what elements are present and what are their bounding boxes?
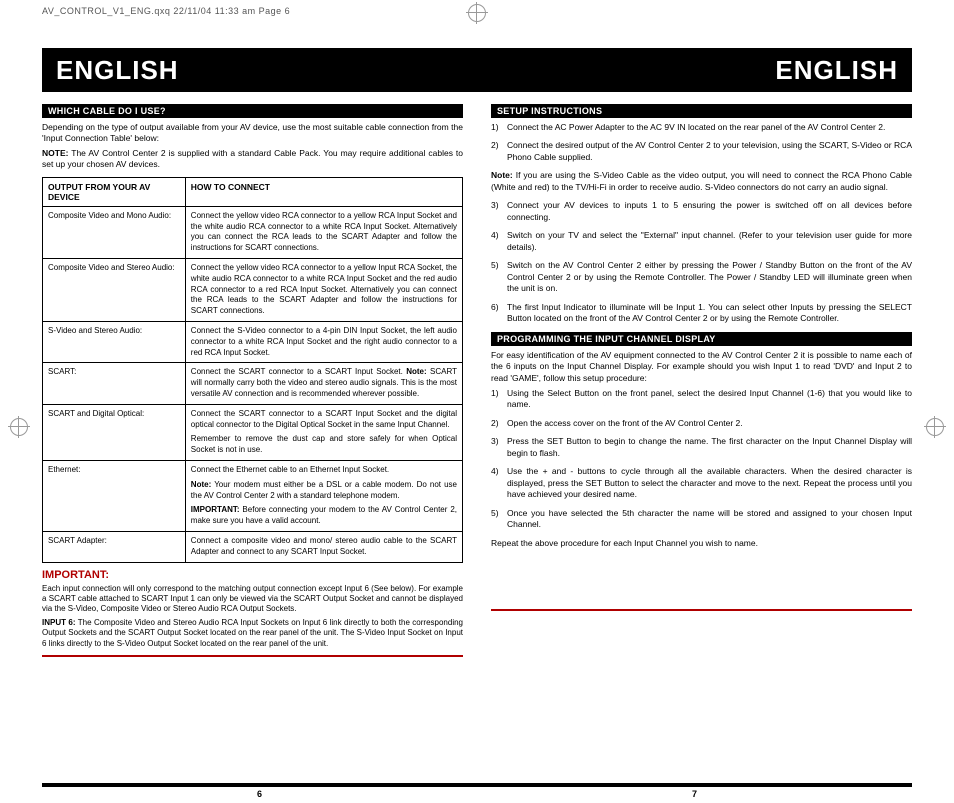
intro-text: Depending on the type of output availabl… [42, 122, 463, 145]
page-numbers: 6 7 [42, 789, 912, 799]
prog-step: Use the + and - buttons to cycle through… [491, 466, 912, 500]
table-cell-output: SCART Adapter: [43, 532, 186, 563]
prog-step: Once you have selected the 5th character… [491, 508, 912, 531]
crop-mark-right [926, 418, 944, 436]
important-heading: IMPORTANT: [42, 569, 463, 581]
prog-intro: For easy identification of the AV equipm… [491, 350, 912, 384]
title-left: ENGLISH [56, 55, 179, 86]
title-band: ENGLISH ENGLISH [42, 48, 912, 92]
setup-step: Connect your AV devices to inputs 1 to 5… [491, 200, 912, 223]
table-row: S-Video and Stereo Audio:Connect the S-V… [43, 322, 463, 363]
setup-step: The first Input Indicator to illuminate … [491, 302, 912, 325]
section-which-cable: WHICH CABLE DO I USE? [42, 104, 463, 118]
table-cell-howto: Connect the S-Video connector to a 4-pin… [185, 322, 462, 363]
prog-outro: Repeat the above procedure for each Inpu… [491, 538, 912, 549]
table-cell-output: Composite Video and Mono Audio: [43, 206, 186, 258]
page: AV_CONTROL_V1_ENG.qxq 22/11/04 11:33 am … [0, 0, 954, 803]
content-area: WHICH CABLE DO I USE? Depending on the t… [42, 102, 912, 773]
table-row: Ethernet:Connect the Ethernet cable to a… [43, 461, 463, 532]
right-column: SETUP INSTRUCTIONS Connect the AC Power … [491, 102, 912, 773]
title-right: ENGLISH [775, 55, 898, 86]
table-header-howto: HOW TO CONNECT [185, 177, 462, 206]
note-text: NOTE: The AV Control Center 2 is supplie… [42, 148, 463, 171]
table-cell-howto: Connect the SCART connector to a SCART I… [185, 404, 462, 460]
prog-steps: Using the Select Button on the front pan… [491, 388, 912, 531]
table-cell-howto: Connect the SCART connector to a SCART I… [185, 363, 462, 404]
file-header: AV_CONTROL_V1_ENG.qxq 22/11/04 11:33 am … [42, 6, 290, 16]
prog-step: Using the Select Button on the front pan… [491, 388, 912, 411]
prog-step: Press the SET Button to begin to change … [491, 436, 912, 459]
table-cell-howto: Connect the yellow video RCA connector t… [185, 259, 462, 322]
page-num-left: 6 [42, 789, 477, 799]
table-row: SCART:Connect the SCART connector to a S… [43, 363, 463, 404]
red-rule-right [491, 609, 912, 611]
prog-step: Open the access cover on the front of th… [491, 418, 912, 429]
important-p2: INPUT 6: The Composite Video and Stereo … [42, 618, 463, 649]
setup-step: Connect the desired output of the AV Con… [491, 140, 912, 163]
table-row: SCART and Digital Optical:Connect the SC… [43, 404, 463, 460]
setup-step: Connect the AC Power Adapter to the AC 9… [491, 122, 912, 133]
table-cell-output: SCART and Digital Optical: [43, 404, 186, 460]
page-num-right: 7 [477, 789, 912, 799]
setup-steps: Connect the AC Power Adapter to the AC 9… [491, 122, 912, 325]
table-row: Composite Video and Stereo Audio:Connect… [43, 259, 463, 322]
table-row: Composite Video and Mono Audio:Connect t… [43, 206, 463, 258]
footer-band [42, 783, 912, 787]
table-cell-output: Composite Video and Stereo Audio: [43, 259, 186, 322]
table-row: SCART Adapter:Connect a composite video … [43, 532, 463, 563]
table-cell-howto: Connect the Ethernet cable to an Etherne… [185, 461, 462, 532]
table-cell-output: SCART: [43, 363, 186, 404]
table-cell-howto: Connect the yellow video RCA connector t… [185, 206, 462, 258]
setup-note: Note: If you are using the S-Video Cable… [491, 170, 912, 193]
section-setup: SETUP INSTRUCTIONS [491, 104, 912, 118]
section-programming: PROGRAMMING THE INPUT CHANNEL DISPLAY [491, 332, 912, 346]
left-column: WHICH CABLE DO I USE? Depending on the t… [42, 102, 463, 773]
crop-mark-left [10, 418, 28, 436]
important-p1: Each input connection will only correspo… [42, 584, 463, 615]
crop-mark-top [468, 4, 486, 22]
connection-table: OUTPUT FROM YOUR AV DEVICE HOW TO CONNEC… [42, 177, 463, 563]
red-rule-left [42, 655, 463, 657]
table-header-output: OUTPUT FROM YOUR AV DEVICE [43, 177, 186, 206]
table-cell-howto: Connect a composite video and mono/ ster… [185, 532, 462, 563]
table-cell-output: Ethernet: [43, 461, 186, 532]
setup-step: Switch on your TV and select the "Extern… [491, 230, 912, 253]
setup-step: Switch on the AV Control Center 2 either… [491, 260, 912, 294]
table-cell-output: S-Video and Stereo Audio: [43, 322, 186, 363]
